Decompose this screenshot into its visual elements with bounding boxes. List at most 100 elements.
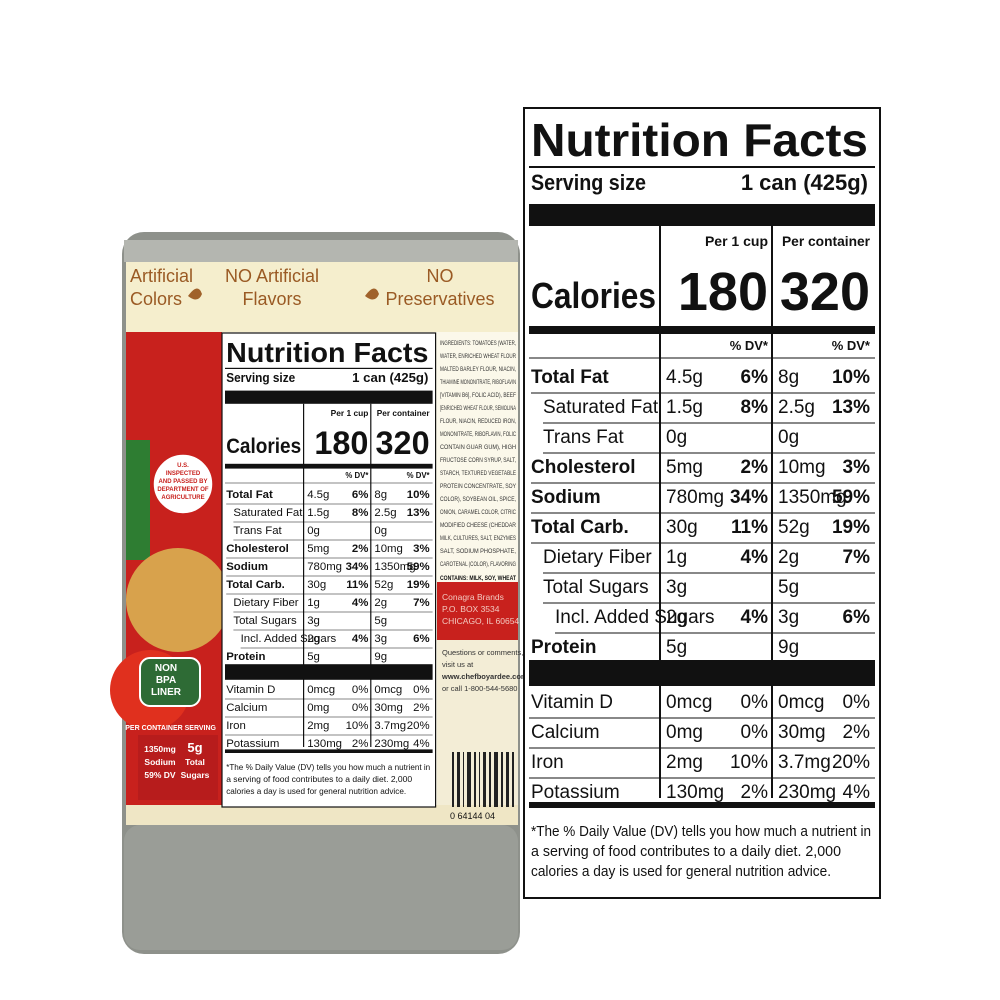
amount: 2g <box>778 547 799 568</box>
thick-rule <box>529 660 875 686</box>
amount: 1.5g <box>666 397 703 418</box>
daily-value: 59% <box>407 561 430 573</box>
daily-value: 11% <box>346 579 368 591</box>
nutrient-name: Potassium <box>226 738 279 750</box>
rule <box>529 166 875 168</box>
amount: 2g <box>307 633 320 645</box>
daily-value: 20% <box>407 720 430 732</box>
amount: 2g <box>374 597 387 609</box>
column-header: Per 1 cup <box>705 233 768 249</box>
amount: 3g <box>666 577 687 598</box>
amount: 5g <box>778 577 799 598</box>
daily-value: 34% <box>346 561 369 573</box>
daily-value: 10% <box>832 367 870 388</box>
daily-value: 0% <box>741 722 769 743</box>
label-box <box>221 332 437 808</box>
ingredients: MALTED BARLEY FLOUR, NIACIN, <box>440 366 516 373</box>
daily-value: 0% <box>352 702 368 714</box>
daily-value: 2% <box>413 702 429 714</box>
nutrient-name: Cholesterol <box>226 543 289 555</box>
barcode-digits: 0 64144 04 <box>450 811 495 821</box>
ingredients: INGREDIENTS: TOMATOES (WATER, <box>440 340 516 347</box>
amount: 130mg <box>666 782 724 803</box>
amount: 2g <box>666 607 687 628</box>
ingredients: FLOUR, NIACIN, REDUCED IRON, <box>440 418 516 425</box>
amount: 1.5g <box>307 507 329 519</box>
amount: 30g <box>307 579 326 591</box>
address: CHICAGO, IL 60654 <box>442 616 519 626</box>
rule <box>225 367 433 369</box>
daily-value: 10% <box>346 720 369 732</box>
daily-value: 2% <box>741 782 769 803</box>
nutrient-name: Vitamin D <box>531 692 613 713</box>
front-fact: Sodium <box>144 757 176 767</box>
calories-label: Calories <box>531 275 656 316</box>
footnote: calories a day is used for general nutri… <box>531 864 831 880</box>
ingredients: MILK, CULTURES, SALT, ENZYMES <box>440 535 516 542</box>
nutrient-name: Dietary Fiber <box>233 597 298 609</box>
daily-value: 10% <box>407 489 430 501</box>
front-fact: Sugars <box>181 770 210 780</box>
daily-value: 6% <box>352 489 368 501</box>
amount: 0mcg <box>778 692 824 713</box>
daily-value: 13% <box>832 397 870 418</box>
amount: 30mg <box>778 722 826 743</box>
daily-value: 7% <box>413 597 429 609</box>
nutrient-name: Calcium <box>226 702 267 714</box>
thick-rule <box>529 802 875 808</box>
daily-value: 4% <box>352 597 368 609</box>
amount: 3.7mg <box>778 752 831 773</box>
serving-value: 1 can (425g) <box>352 370 428 385</box>
usda-text: U.S. <box>177 463 189 469</box>
amount: 10mg <box>778 457 826 478</box>
nutrient-name: Incl. Added Sugars <box>241 633 337 645</box>
amount: 8g <box>374 489 387 501</box>
thick-rule <box>225 463 433 469</box>
amount: 30g <box>666 517 698 538</box>
daily-value: 7% <box>843 547 871 568</box>
calories-value: 180 <box>314 425 368 461</box>
amount: 52g <box>778 517 810 538</box>
label-title: Nutrition Facts <box>531 114 868 166</box>
amount: 1350mg <box>778 487 847 508</box>
badge-text: NO <box>427 266 454 286</box>
amount: 8g <box>778 367 799 388</box>
can-nutrition-label: Nutrition Facts Serving size 1 can (425g) P… <box>221 332 437 808</box>
daily-value: 0% <box>413 684 429 696</box>
thick-rule <box>225 390 433 404</box>
daily-value: 8% <box>741 397 769 418</box>
footnote: *The % Daily Value (DV) tells you how mu… <box>226 762 430 772</box>
nutrient-name: Trans Fat <box>543 427 624 448</box>
ingredients: CONTAIN GUAR GUM), HIGH <box>440 444 516 451</box>
amount: 0g <box>307 525 320 537</box>
badge-text: Flavors <box>242 289 301 309</box>
leaf-icon <box>188 288 202 300</box>
nutrient-name: Vitamin D <box>226 684 275 696</box>
barcode <box>452 752 514 807</box>
nutrient-name: Iron <box>531 752 564 773</box>
nutrient-name: Total Carb. <box>226 579 285 591</box>
amount: 1g <box>307 597 320 609</box>
nutrient-name: Trans Fat <box>233 525 282 537</box>
bpa-badge <box>139 657 201 707</box>
nutrient-name: Sodium <box>226 561 268 573</box>
daily-value: 13% <box>407 507 430 519</box>
ingredients: MODIFIED CHEESE (CHEDDAR <box>440 522 516 529</box>
badge-text: Artificial <box>130 266 193 286</box>
amount: 3.7mg <box>374 720 406 732</box>
usda-seal <box>152 453 214 515</box>
label-bottom <box>126 805 518 825</box>
address: P.O. BOX 3534 <box>442 604 500 614</box>
daily-value: 0% <box>741 692 769 713</box>
onion <box>126 548 230 652</box>
bpa-text: LINER <box>151 687 182 698</box>
ingredients: [VITAMIN B6], FOLIC ACID), BEEF <box>440 392 516 399</box>
amount: 230mg <box>778 782 836 803</box>
nutrient-name: Potassium <box>531 782 620 803</box>
nutrient-name: Cholesterol <box>531 457 636 478</box>
can-rim <box>124 240 518 262</box>
front-fact: 1350mg <box>144 744 176 754</box>
amount: 52g <box>374 579 393 591</box>
calories-value: 320 <box>376 425 430 461</box>
front-fact: 5g <box>187 740 202 755</box>
